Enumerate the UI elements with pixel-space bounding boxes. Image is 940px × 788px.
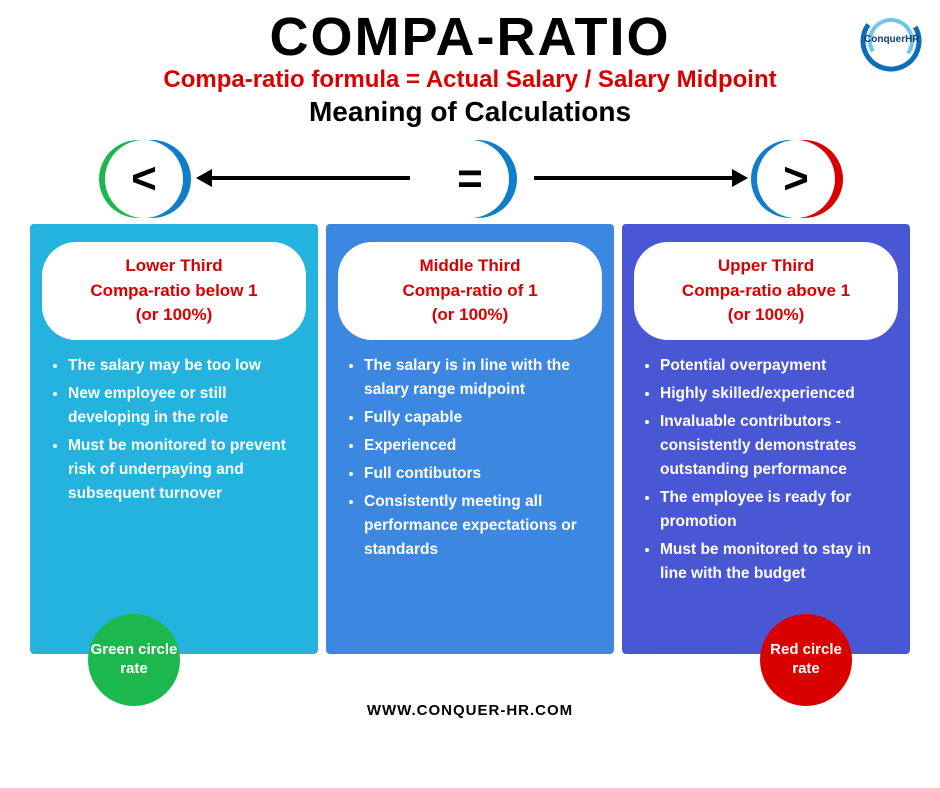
pill-line-2: Compa-ratio below 1: [52, 279, 296, 304]
green-circle-rate: Green circle rate: [88, 614, 180, 706]
list-item: Full contibutors: [364, 462, 602, 486]
subtitle: Meaning of Calculations: [0, 96, 940, 128]
brand-name: ConquerHR: [864, 34, 918, 45]
pill-line-2: Compa-ratio of 1: [348, 279, 592, 304]
symbol-equals: =: [431, 140, 509, 218]
pill-line-1: Lower Third: [52, 254, 296, 279]
header: COMPA-RATIO Compa-ratio formula = Actual…: [0, 0, 940, 128]
pill-line-3: (or 100%): [52, 303, 296, 328]
pill-line-2: Compa-ratio above 1: [644, 279, 888, 304]
list-item: The salary may be too low: [68, 354, 306, 378]
list-item: Must be monitored to prevent risk of und…: [68, 434, 306, 506]
card-2: Upper ThirdCompa-ratio above 1(or 100%) P…: [622, 224, 910, 654]
list-item: Highly skilled/experienced: [660, 382, 898, 406]
card-bullets: The salary may be too low New employee or…: [42, 354, 306, 506]
card-pill: Upper ThirdCompa-ratio above 1(or 100%): [634, 242, 898, 340]
arrow-left-icon: [210, 176, 410, 180]
list-item: New employee or still developing in the …: [68, 382, 306, 430]
card-bullets: The salary is in line with the salary ra…: [338, 354, 602, 562]
card-1: Middle ThirdCompa-ratio of 1(or 100%) The…: [326, 224, 614, 654]
card-pill: Lower ThirdCompa-ratio below 1(or 100%): [42, 242, 306, 340]
card-0: Lower ThirdCompa-ratio below 1(or 100%) T…: [30, 224, 318, 654]
red-circle-rate: Red circle rate: [760, 614, 852, 706]
pill-line-1: Middle Third: [348, 254, 592, 279]
list-item: Potential overpayment: [660, 354, 898, 378]
list-item: Invaluable contributors - consistently d…: [660, 410, 898, 482]
symbol-less-than: <: [105, 140, 183, 218]
card-pill: Middle ThirdCompa-ratio of 1(or 100%): [338, 242, 602, 340]
list-item: The employee is ready for promotion: [660, 486, 898, 534]
symbol-greater-than: >: [757, 140, 835, 218]
pill-line-1: Upper Third: [644, 254, 888, 279]
symbol-less-than-glyph: <: [131, 154, 157, 204]
list-item: Must be monitored to stay in line with t…: [660, 538, 898, 586]
symbols-row: < = >: [0, 140, 940, 230]
symbol-greater-than-glyph: >: [783, 154, 809, 204]
pill-line-3: (or 100%): [644, 303, 888, 328]
symbol-equals-glyph: =: [457, 154, 483, 204]
list-item: The salary is in line with the salary ra…: [364, 354, 602, 402]
cards-row: Lower ThirdCompa-ratio below 1(or 100%)T…: [0, 224, 940, 654]
list-item: Experienced: [364, 434, 602, 458]
arrow-right-icon: [534, 176, 734, 180]
formula-text: Compa-ratio formula = Actual Salary / Sa…: [0, 66, 940, 94]
list-item: Consistently meeting all performance exp…: [364, 490, 602, 562]
card-bullets: Potential overpayment Highly skilled/expe…: [634, 354, 898, 586]
list-item: Fully capable: [364, 406, 602, 430]
pill-line-3: (or 100%): [348, 303, 592, 328]
page-title: COMPA-RATIO: [0, 6, 940, 68]
